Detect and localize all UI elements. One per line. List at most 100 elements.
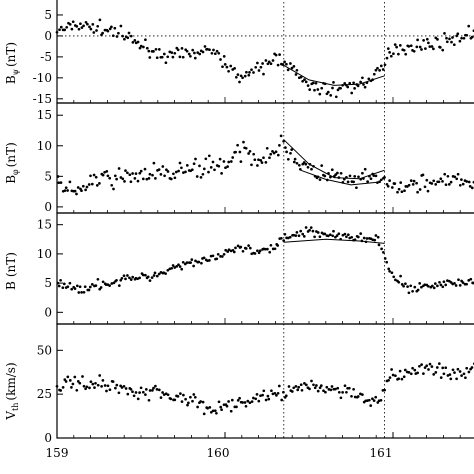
panel-bphi-data-point	[379, 178, 383, 182]
panel-bpsi-data-point	[425, 37, 429, 41]
x-tick-label-161: 161	[370, 446, 393, 460]
panel-vth-data-point	[199, 400, 203, 403]
panel-bphi-data-point	[418, 188, 422, 191]
panel-vth-data-point	[159, 396, 163, 399]
x-axis: 159 160 161	[46, 432, 394, 460]
panel-bphi-data-point	[190, 168, 194, 172]
panel-bphi-data-point	[242, 140, 245, 144]
panel-bphi-data-point	[226, 165, 229, 168]
panel-b-data-point	[465, 282, 468, 286]
panel-vth-data-point	[94, 381, 97, 385]
panel-bpsi-data-point	[106, 29, 110, 33]
panel-b-data-point	[371, 238, 375, 242]
panel-b-data-point	[90, 283, 94, 286]
panel-b-data-point	[311, 229, 315, 233]
panel-vth-data-point	[230, 398, 234, 402]
panel-bpsi-data-point	[458, 39, 462, 43]
panel-vth-data-point	[280, 398, 284, 402]
panel-bphi-data-point	[239, 160, 243, 163]
panel-vth-data-point	[211, 409, 215, 413]
panel-vth-data-point	[63, 378, 67, 381]
panel-bphi-data-point	[207, 154, 211, 158]
panel-bpsi-data-point	[171, 55, 175, 59]
panel-bphi-data-point	[348, 174, 352, 178]
panel-bpsi-data-point	[88, 25, 91, 29]
panel-b-data-point	[402, 284, 405, 288]
panel-vth-data-point	[141, 390, 145, 394]
panel-bphi-data-point	[94, 175, 98, 179]
panel-vth-data-point	[209, 410, 213, 414]
panel-bpsi-data-point	[430, 45, 434, 48]
panel-b-data-point	[453, 281, 456, 285]
panel-b-data-point	[411, 289, 414, 293]
panel-bpsi-data-point	[164, 61, 168, 65]
panel-b-data-point	[166, 268, 170, 272]
panel-b-data-point	[295, 231, 299, 234]
panel-b-fit	[283, 238, 385, 244]
panel-bpsi-data-point	[203, 45, 207, 48]
panel-bphi-data-point	[194, 157, 197, 161]
panel-bpsi-data-point	[236, 73, 240, 76]
x-tick-label-159: 159	[46, 446, 69, 460]
panel-bpsi-data-point	[181, 55, 185, 59]
panel-bphi-data-point	[318, 178, 322, 181]
panel-bphi-data-point	[290, 148, 294, 151]
panel-bphi-data-point	[430, 182, 434, 185]
panel-bpsi-data-point	[318, 92, 322, 96]
panel-vth-data-point	[297, 385, 301, 389]
panel-bpsi-data-point	[348, 81, 352, 85]
panel-bpsi-data-point	[84, 20, 88, 24]
panel-bphi-data-point	[87, 183, 91, 186]
panel-bphi-data-point	[468, 185, 472, 188]
panel-b-data-point	[331, 234, 335, 238]
panel-b-data-point	[124, 277, 127, 281]
panel-bphi-data-point	[147, 177, 151, 180]
panel-bpsi-data-point	[152, 50, 155, 53]
panel-vth-data-point	[329, 388, 333, 392]
panel-vth-data-point	[98, 374, 102, 377]
panel-bphi-data-point	[423, 185, 427, 189]
panel-vth-data-point	[439, 376, 443, 379]
panel-vth-frame	[56, 323, 474, 439]
panel-vth-data-point	[64, 380, 68, 383]
panel-bpsi-data-point	[432, 47, 435, 51]
panel-vth-data-point	[400, 377, 404, 381]
panel-bphi-data-point	[460, 178, 463, 181]
panel-vth-data-point	[89, 380, 93, 384]
panel-b-data-point	[236, 244, 240, 248]
panel-bphi-ytick-label: 0	[44, 200, 52, 214]
panel-bpsi-data-point	[451, 36, 454, 39]
panel-bphi-data-point	[173, 176, 177, 180]
panel-bphi-data-point	[467, 180, 471, 184]
panel-b-data-point	[457, 278, 460, 282]
panel-bpsi-ytick-label: -15	[33, 92, 52, 106]
panel-vth-ylabel: Vth(km/s)	[4, 362, 20, 420]
panel-vth-refs	[283, 324, 386, 438]
panel-vth-data-point	[144, 388, 148, 391]
panel-vth-data-point	[361, 393, 364, 396]
panel-bphi-data-point	[141, 177, 145, 181]
panel-bphi-data-point	[396, 190, 399, 194]
panel-b-data-point	[337, 232, 341, 236]
panel-bphi-data-point	[195, 175, 199, 178]
panel-vth-data-point	[132, 394, 136, 398]
panel-vth-ytick-label: 50	[37, 343, 52, 357]
panel-bphi-data-point	[425, 178, 429, 182]
panel-vth-data-point	[180, 400, 184, 403]
panel-b-data-point	[374, 234, 378, 237]
panel-b-data-point	[397, 280, 401, 284]
panel-vth-points	[55, 362, 474, 416]
panel-bpsi-data-point	[271, 59, 275, 62]
panel-vth-data-point	[425, 364, 429, 368]
panel-bpsi-data-point	[290, 66, 294, 70]
panel-vth-data-point	[114, 386, 117, 390]
panel-b-data-point	[99, 286, 103, 289]
panel-bphi-data-point	[399, 181, 403, 184]
panel-bpsi-data-point	[304, 80, 308, 84]
panel-bphi-data-point	[302, 161, 306, 164]
panel-vth-data-point	[96, 383, 100, 387]
panel-bpsi-data-point	[138, 46, 142, 50]
panel-vth-data-point	[387, 378, 390, 382]
panel-bpsi-ylabel: Bψ(nT)	[4, 42, 20, 84]
panel-b-data-point	[82, 290, 86, 294]
